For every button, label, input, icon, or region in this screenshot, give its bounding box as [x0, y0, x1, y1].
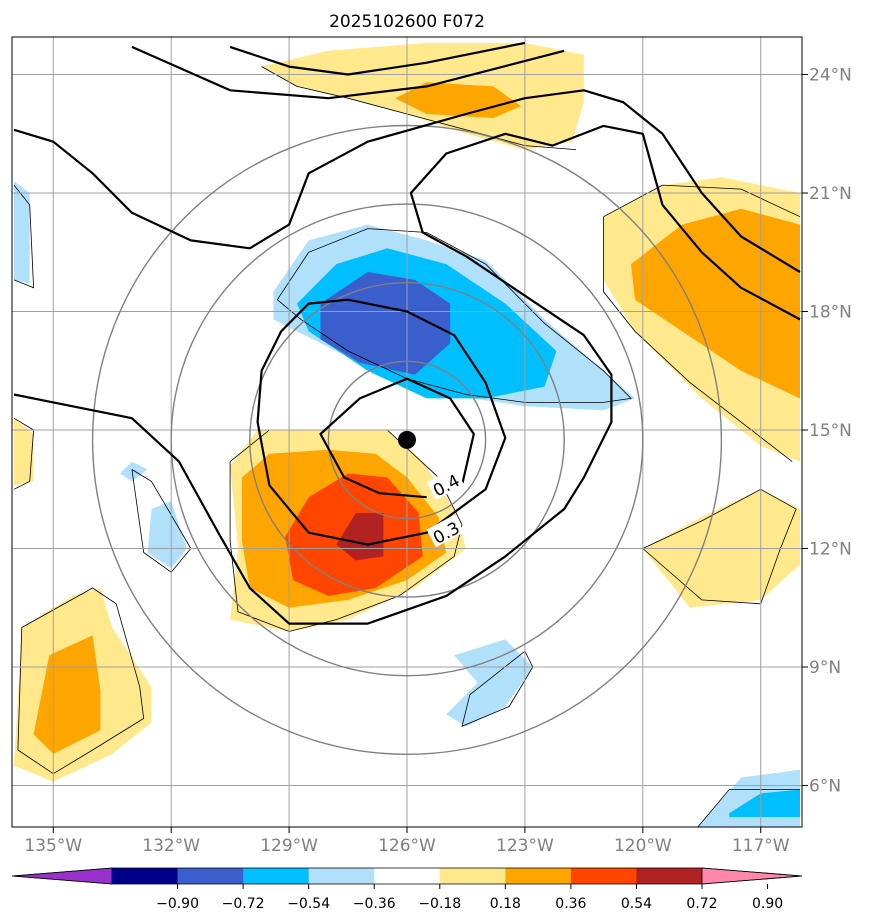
colorbar-tick-label: −0.36 [353, 896, 396, 912]
thick-contour-line [256, 298, 507, 546]
thin-contour-line [131, 469, 192, 573]
thick-contour-layer [13, 41, 801, 625]
contour-label-bg [426, 514, 465, 548]
thick-contour-line [319, 377, 475, 499]
shaded-region [14, 418, 34, 486]
colorbar-bin [374, 868, 441, 884]
colorbar-bin [112, 868, 179, 884]
colorbar-tick-label: −0.18 [418, 896, 461, 912]
colorbar-bin [439, 868, 506, 884]
colorbar-tick-label: 0.54 [621, 896, 652, 912]
thick-contour-line [229, 41, 526, 76]
range-ring [91, 124, 723, 755]
colorbar-bin [308, 868, 375, 884]
y-tick-label: 12°N [809, 540, 852, 560]
x-axis-ticks: 135°W 132°W 129°W 126°W 123°W 120°W 117°W [24, 827, 790, 856]
y-tick-label: 21°N [809, 184, 852, 204]
shaded-region [14, 181, 30, 284]
colorbar: −0.90 −0.72 −0.54 −0.36 −0.18 0.18 0.36 0.54 0.7… [11, 867, 803, 912]
x-tick-label: 135°W [24, 836, 82, 856]
x-tick-label: 120°W [614, 836, 672, 856]
x-tick-label: 132°W [142, 836, 200, 856]
colorbar-tick-label: 0.18 [490, 896, 521, 912]
range-ring [249, 282, 565, 598]
thick-contour-line [131, 45, 565, 100]
chart-title: 2025102600 F072 [329, 12, 485, 32]
x-tick-label: 126°W [378, 836, 436, 856]
shaded-region [631, 208, 800, 399]
thin-contour-line [603, 216, 793, 462]
colorbar-bin [177, 868, 244, 884]
shaded-region [33, 635, 101, 754]
y-tick-label: 24°N [809, 66, 852, 86]
thin-contour-line [461, 650, 534, 727]
colorbar-tick-label: 0.72 [686, 896, 717, 912]
y-tick-label: 18°N [809, 303, 852, 323]
colorbar-outline [11, 867, 803, 885]
contour-label-bg [426, 467, 465, 500]
range-ring [170, 203, 644, 677]
thick-contour-line [13, 89, 801, 273]
thin-contour-line [17, 587, 145, 775]
colorbar-bin [243, 868, 310, 884]
colorbar-tick-label: 0.90 [752, 896, 783, 912]
thin-contour-line [13, 417, 35, 490]
y-tick-label: 9°N [809, 658, 841, 678]
colorbar-bin [505, 868, 572, 884]
x-tick-label: 117°W [732, 836, 790, 856]
colorbar-tick-label: −0.54 [287, 896, 330, 912]
x-tick-label: 123°W [496, 836, 554, 856]
shaded-region [320, 272, 451, 375]
colorbar-tick-label: 0.36 [555, 896, 586, 912]
colorbar-tick-label: −0.90 [156, 896, 199, 912]
storm-center-marker [398, 430, 416, 449]
colorbar-bin [570, 868, 637, 884]
range-ring [327, 360, 487, 520]
range-rings [91, 124, 723, 755]
lat-lon-gridlines [12, 37, 802, 827]
map-plot-area: 0.40.3 [12, 37, 802, 827]
thin-contour-line [697, 789, 800, 827]
thick-contour-line [13, 124, 801, 625]
colorbar-extend-high [701, 867, 803, 885]
thin-contour-line [13, 184, 35, 289]
shaded-region [395, 82, 521, 118]
x-tick-label: 129°W [260, 836, 318, 856]
y-tick-label: 6°N [809, 777, 841, 797]
thin-contour-layer [13, 66, 801, 827]
colorbar-tick-label: −0.72 [222, 896, 265, 912]
shaded-region [446, 639, 533, 727]
thin-contour-line [603, 184, 801, 218]
y-axis-ticks: 6°N 9°N 12°N 15°N 18°N 21°N 24°N [802, 66, 852, 797]
colorbar-extend-low [11, 867, 113, 885]
colorbar-bin [636, 868, 703, 884]
shaded-region [120, 461, 148, 482]
y-tick-label: 15°N [809, 421, 852, 441]
shaded-region [729, 789, 800, 818]
shaded-region [147, 501, 187, 569]
thin-contour-line [276, 228, 632, 403]
